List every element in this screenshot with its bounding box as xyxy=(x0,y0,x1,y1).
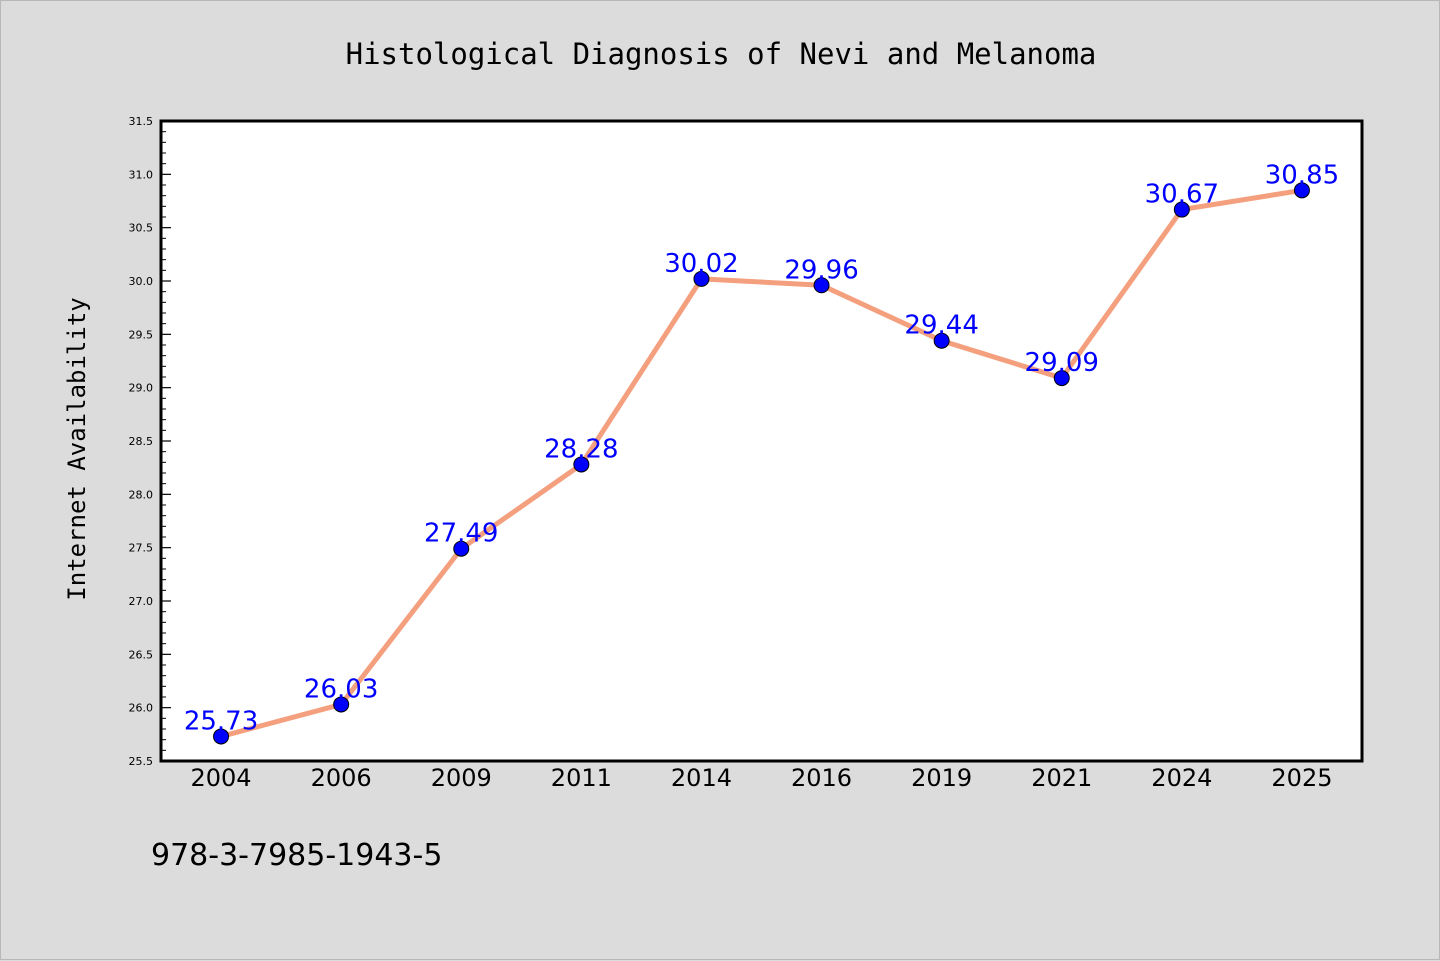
series-line xyxy=(218,187,1305,739)
y-tick-label: 27.0 xyxy=(129,595,154,608)
data-label: 30.02 xyxy=(664,249,738,279)
y-tick-label: 29.5 xyxy=(129,328,154,341)
data-label: 30.67 xyxy=(1145,180,1219,210)
x-tick-label: 2024 xyxy=(1151,764,1212,792)
y-axis: 25.5 26.0 26.5 27.0 27.5 28.0 28.5 29.0 29.5 30.0… xyxy=(129,115,171,768)
x-tick-label: 2006 xyxy=(311,764,372,792)
y-tick-label: 30.5 xyxy=(129,222,154,235)
data-point xyxy=(573,456,590,473)
data-point xyxy=(333,696,350,713)
y-tick-label: 27.5 xyxy=(129,542,154,555)
data-label: 27.49 xyxy=(424,519,498,549)
data-point xyxy=(813,277,830,294)
x-tick-label: 2025 xyxy=(1271,764,1332,792)
chart-title: Histological Diagnosis of Nevi and Melan… xyxy=(346,37,1097,71)
x-tick-label: 2016 xyxy=(791,764,852,792)
y-tick-label: 30.0 xyxy=(129,275,154,288)
x-tick-label: 2019 xyxy=(911,764,972,792)
data-label-group: 25.73 26.03 27.49 28.28 30.02 29.96 29.44 29.09… xyxy=(184,160,1339,736)
data-point xyxy=(1293,182,1310,199)
isbn-text: 978-3-7985-1943-5 xyxy=(151,838,442,873)
data-point xyxy=(453,540,470,557)
data-label: 29.44 xyxy=(904,311,978,341)
y-tick-label: 26.5 xyxy=(129,648,154,661)
x-tick-label: 2009 xyxy=(431,764,492,792)
y-tick-label: 31.0 xyxy=(129,168,154,181)
x-axis: 2004 2006 2009 2011 2014 2016 2019 2021 2024 2025 xyxy=(191,764,1333,792)
data-point xyxy=(213,728,230,745)
y-tick-label: 29.0 xyxy=(129,382,154,395)
data-label: 29.09 xyxy=(1025,348,1099,378)
data-label: 26.03 xyxy=(304,674,378,704)
plot-area xyxy=(159,119,1364,763)
x-tick-label: 2021 xyxy=(1031,764,1092,792)
y-tick-label: 25.5 xyxy=(129,755,154,768)
data-label: 30.85 xyxy=(1265,160,1339,190)
data-label: 28.28 xyxy=(544,434,618,464)
y-tick-label: 28.5 xyxy=(129,435,154,448)
y-tick-label: 28.0 xyxy=(129,488,154,501)
y-tick-label: 26.0 xyxy=(129,702,154,715)
data-point xyxy=(693,270,710,287)
series-line-group xyxy=(218,187,1305,739)
data-point xyxy=(1053,370,1070,387)
x-tick-label: 2004 xyxy=(191,764,252,792)
x-tick-label: 2011 xyxy=(551,764,612,792)
data-point xyxy=(933,332,950,349)
marker-group xyxy=(213,182,1310,745)
data-point xyxy=(1173,201,1190,218)
y-tick-label: 31.5 xyxy=(129,115,154,128)
data-label: 25.73 xyxy=(184,706,258,736)
x-tick-label: 2014 xyxy=(671,764,732,792)
y-axis-label: Internet Availability xyxy=(63,297,91,600)
data-label: 29.96 xyxy=(784,255,858,285)
